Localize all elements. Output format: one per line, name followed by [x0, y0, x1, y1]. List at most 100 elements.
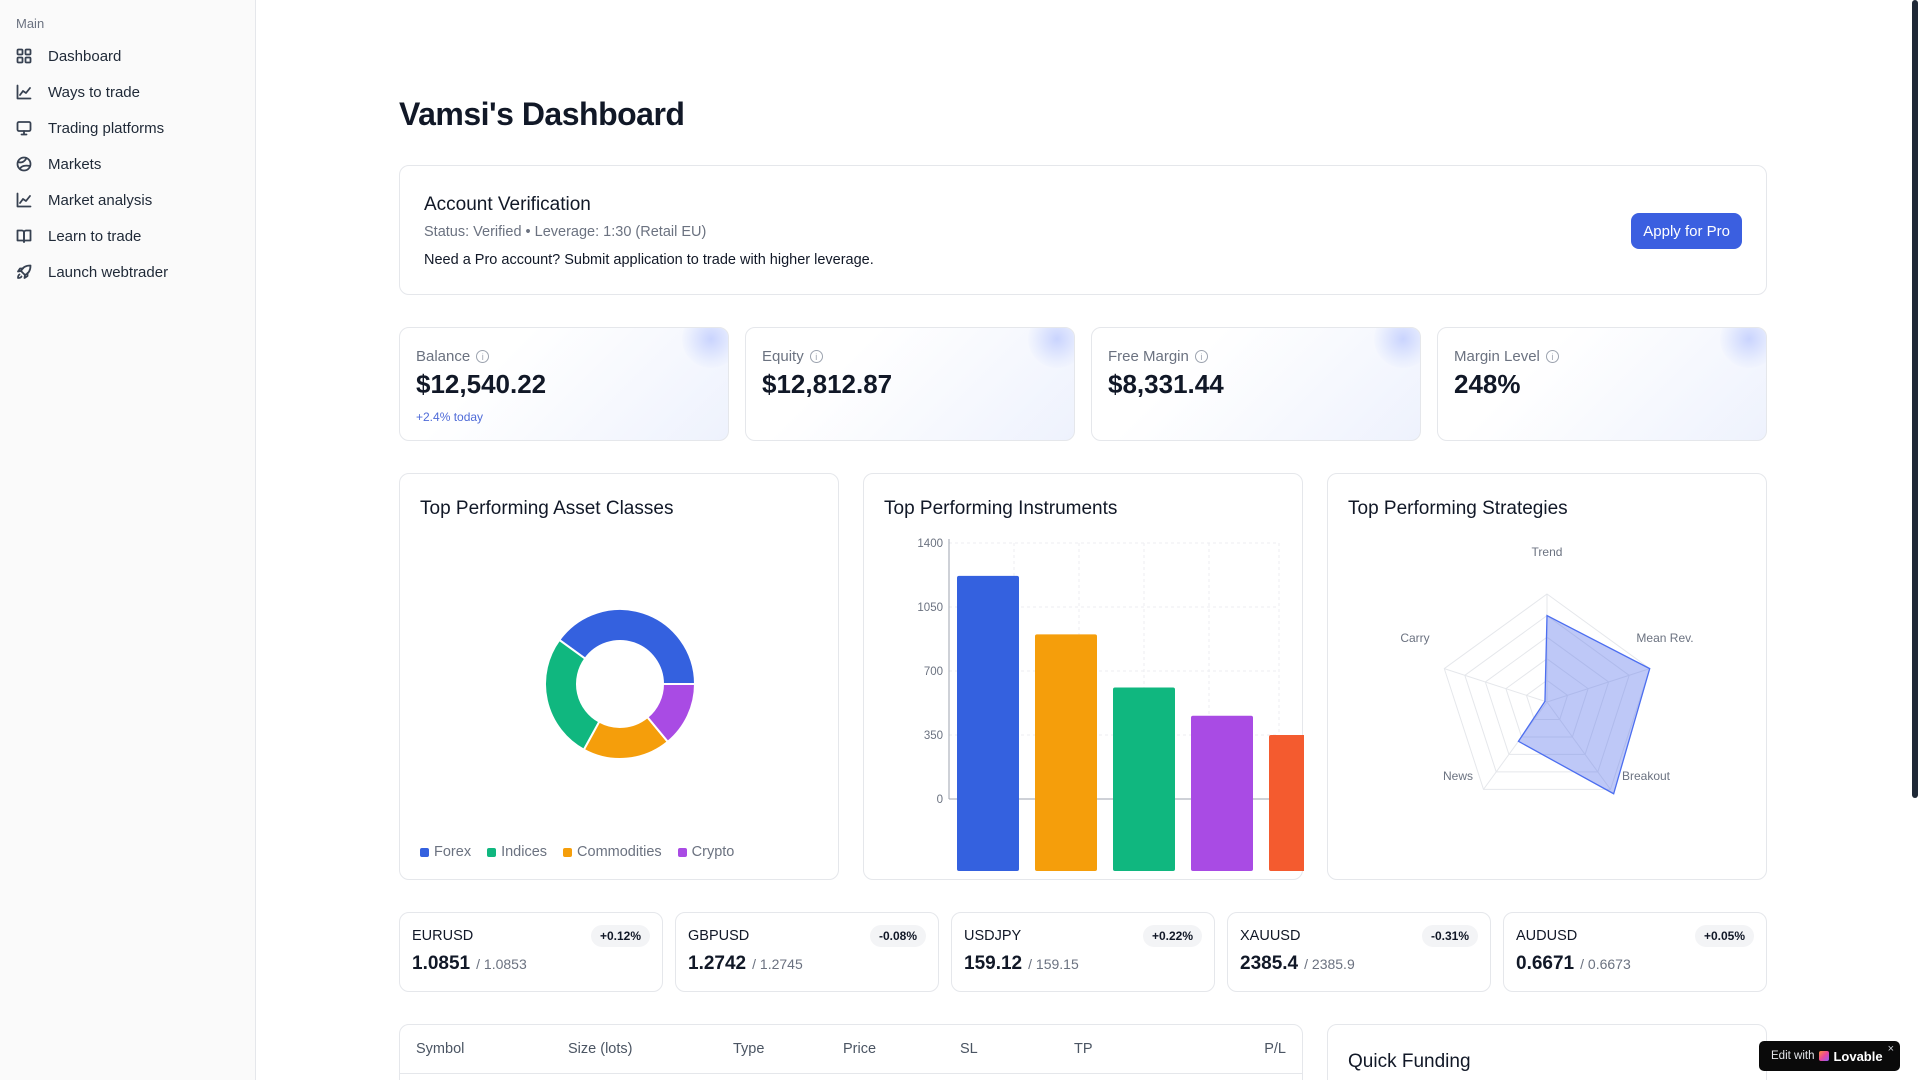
positions-table: Symbol Size (lots) Type Price SL TP P/L [399, 1024, 1303, 1080]
sidebar-item-dashboard[interactable]: Dashboard [0, 38, 256, 74]
globe-icon [16, 156, 32, 172]
ticker-price: 159.12/ 159.15 [964, 953, 1079, 974]
panel-title: Top Performing Instruments [884, 498, 1118, 519]
ticker-symbol: GBPUSD [688, 928, 750, 944]
bar [1191, 715, 1253, 871]
sidebar-item-label: Launch webtrader [48, 263, 169, 281]
radar-chart: Trend Mean Rev. Breakout News Carry [1400, 545, 1694, 795]
bar-chart: 035070010501400XANASUS00 [917, 538, 1304, 871]
ticker-card[interactable]: USDJPY +0.22% 159.12/ 159.15 [951, 912, 1215, 992]
bar [957, 575, 1019, 871]
radar-grid-ring [1443, 593, 1651, 790]
sidebar-item-label: Ways to trade [48, 83, 140, 101]
ticker-symbol: AUDUSD [1516, 928, 1578, 944]
funding-title: Quick Funding [1348, 1051, 1471, 1072]
radar-grid-ring [1464, 614, 1630, 773]
decorative-glow [1374, 328, 1420, 368]
sidebar-section-label: Main [16, 16, 45, 31]
sidebar-item-markets[interactable]: Markets [0, 146, 256, 182]
monitor-icon [16, 120, 32, 136]
asset-classes-panel: Top Performing Asset Classes Forex Indic… [399, 473, 839, 880]
info-icon[interactable]: i [809, 350, 823, 363]
stat-card-free-margin: Free Margin i $8,331.44 [1091, 327, 1421, 441]
sidebar-item-label: Learn to trade [48, 227, 142, 245]
verification-title: Account Verification [424, 194, 591, 215]
scrollbar-thumb[interactable] [1912, 0, 1918, 798]
column-header[interactable]: Symbol [416, 1041, 465, 1057]
ticker-card[interactable]: GBPUSD -0.08% 1.2742/ 1.2745 [675, 912, 939, 992]
ticker-price: 2385.4/ 2385.9 [1240, 953, 1355, 974]
column-header[interactable]: P/L [1264, 1041, 1286, 1057]
strategies-panel: Top Performing Strategies Trend Mean Rev.… [1327, 473, 1767, 880]
change-badge: +0.05% [1694, 925, 1754, 947]
legend-item: Forex [420, 844, 471, 860]
y-tick-label: 1050 [917, 602, 943, 614]
ticker-card[interactable]: EURUSD +0.12% 1.0851/ 1.0853 [399, 912, 663, 992]
column-header[interactable]: SL [960, 1041, 978, 1057]
y-tick-label: 350 [924, 730, 943, 742]
stat-value: $8,331.44 [1108, 369, 1224, 399]
book-icon [16, 228, 32, 244]
sidebar-item-trading-platforms[interactable]: Trading platforms [0, 110, 256, 146]
ticker-price: 1.2742/ 1.2745 [688, 953, 803, 974]
ticker-symbol: XAUUSD [1240, 928, 1301, 944]
radar-grid-ring [1505, 658, 1589, 738]
stat-card-balance: Balance i $12,540.22 +2.4% today [399, 327, 729, 441]
y-tick-label: 1400 [917, 538, 943, 550]
stat-label: Margin Level i [1454, 348, 1559, 365]
sidebar-item-ways-to-trade[interactable]: Ways to trade [0, 74, 256, 110]
change-badge: -0.08% [869, 925, 926, 947]
sidebar-item-label: Market analysis [48, 191, 153, 209]
ticker-card[interactable]: XAUUSD -0.31% 2385.4/ 2385.9 [1227, 912, 1491, 992]
close-icon[interactable]: × [1887, 1043, 1894, 1055]
edit-with-lovable-badge[interactable]: Edit with Lovable × [1759, 1041, 1900, 1071]
info-icon[interactable]: i [476, 350, 490, 363]
stat-value: 248% [1454, 369, 1521, 399]
donut-slice-indices [544, 638, 601, 752]
column-header[interactable]: Price [843, 1041, 877, 1057]
sidebar-item-label: Dashboard [48, 47, 122, 65]
radar-axis-label: News [1443, 769, 1473, 783]
stat-card-equity: Equity i $12,812.87 [745, 327, 1075, 441]
info-icon[interactable]: i [1194, 350, 1208, 363]
badge-prefix: Edit with [1771, 1050, 1815, 1062]
decorative-glow [682, 328, 728, 368]
stat-delta: +2.4% today [416, 410, 484, 424]
apply-for-pro-button[interactable]: Apply for Pro [1631, 213, 1742, 249]
change-badge: -0.31% [1421, 925, 1478, 947]
stat-label: Balance i [416, 348, 490, 365]
stat-value: $12,812.87 [762, 369, 893, 399]
sidebar: Main Dashboard Ways to trade Trading pla… [0, 0, 256, 1080]
account-verification-card: Account Verification Status: Verified • … [399, 165, 1767, 295]
column-header[interactable]: TP [1074, 1041, 1093, 1057]
column-header[interactable]: Size (lots) [568, 1041, 633, 1057]
info-icon[interactable]: i [1545, 350, 1559, 363]
scrollbar[interactable] [1910, 0, 1920, 1080]
radar-spoke [1546, 701, 1611, 790]
donut-chart [544, 608, 697, 760]
line-chart-icon [16, 84, 32, 100]
verification-status: Status: Verified • Leverage: 1:30 (Retai… [424, 224, 707, 240]
sidebar-item-launch-webtrader[interactable]: Launch webtrader [0, 254, 256, 290]
sidebar-item-market-analysis[interactable]: Market analysis [0, 182, 256, 218]
column-header[interactable]: Type [733, 1041, 765, 1057]
ticker-price: 1.0851/ 1.0853 [412, 953, 527, 974]
radar-axis-label: Breakout [1622, 769, 1671, 783]
verification-note: Need a Pro account? Submit application t… [424, 252, 874, 268]
grid-icon [16, 48, 32, 64]
radar-axis-label: Carry [1400, 631, 1429, 645]
bar [1035, 634, 1097, 871]
ticker-price: 0.6671/ 0.6673 [1516, 953, 1631, 974]
page-title: Vamsi's Dashboard [399, 96, 685, 132]
instruments-panel: Top Performing Instruments 0 350 700 1050 14… [863, 473, 1304, 880]
line-chart-icon [16, 192, 32, 208]
panel-title: Top Performing Asset Classes [420, 498, 674, 519]
sidebar-item-learn-to-trade[interactable]: Learn to trade [0, 218, 256, 254]
lovable-logo-icon [1819, 1051, 1830, 1061]
radar-series [1517, 614, 1651, 795]
change-badge: +0.12% [590, 925, 650, 947]
stat-label: Equity i [762, 348, 823, 365]
legend-item: Crypto [677, 844, 734, 860]
rocket-icon [16, 264, 32, 280]
ticker-card[interactable]: AUDUSD +0.05% 0.6671/ 0.6673 [1503, 912, 1767, 992]
